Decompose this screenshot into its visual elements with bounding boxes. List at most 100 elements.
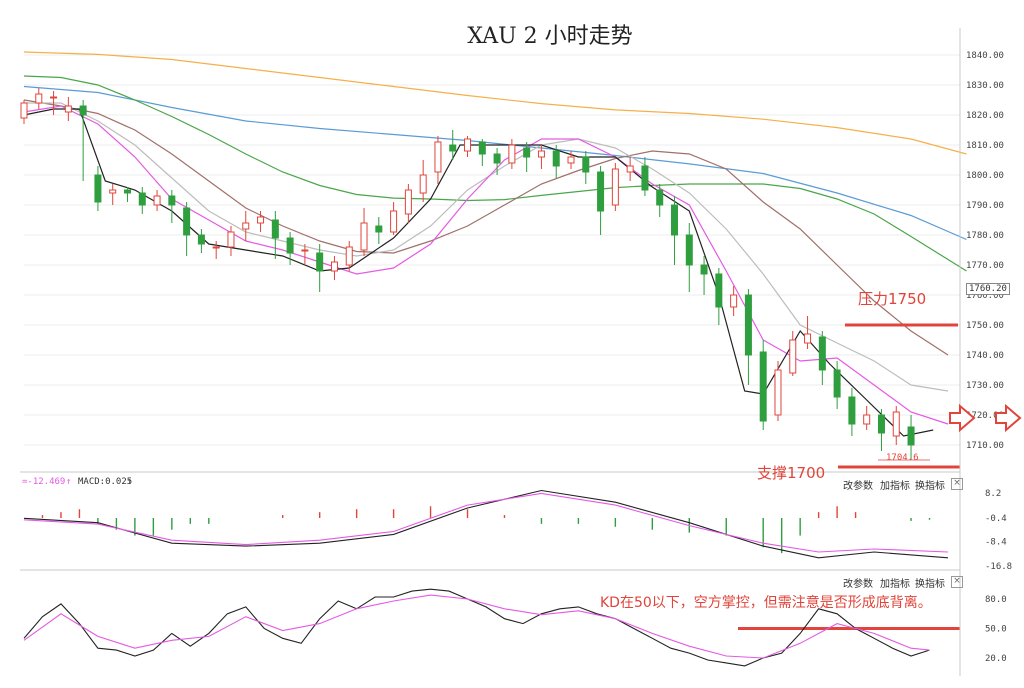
candle-body bbox=[390, 210, 398, 233]
candle-body bbox=[774, 369, 782, 416]
kd-k-line bbox=[23, 588, 930, 667]
price-tick-label: 1710.00 bbox=[966, 441, 1004, 451]
support-resistance-lines bbox=[838, 323, 960, 469]
right-arrow-icon bbox=[995, 403, 1022, 433]
candle-body bbox=[449, 144, 457, 152]
candle-body bbox=[212, 246, 220, 249]
candle-body bbox=[670, 204, 678, 236]
candle-body bbox=[168, 195, 176, 206]
macd-dif-readout: =-12.469 bbox=[22, 477, 66, 487]
candle-body bbox=[20, 102, 28, 119]
macd-edit-params-button[interactable]: 改参数 bbox=[843, 481, 873, 492]
candle-body bbox=[434, 141, 442, 173]
candle-body bbox=[419, 174, 427, 194]
macd-add-indicator-button[interactable]: 加指标 bbox=[880, 481, 910, 492]
candle-body bbox=[64, 105, 72, 113]
candle-body bbox=[715, 273, 723, 308]
price-tick-label: 1750.00 bbox=[966, 321, 1004, 331]
macd-value-readout: MACD:0.025 bbox=[78, 477, 133, 487]
price-tick-label: 1820.00 bbox=[966, 111, 1004, 121]
candle-body bbox=[109, 189, 117, 194]
candle-body bbox=[611, 168, 619, 206]
candle-body bbox=[316, 252, 324, 272]
candle-body bbox=[567, 156, 575, 164]
macd-tick-label: -16.8 bbox=[985, 562, 1012, 572]
candle-body bbox=[833, 369, 841, 398]
candle-body bbox=[227, 231, 235, 248]
ma-line-1 bbox=[23, 85, 967, 241]
candle-body bbox=[123, 189, 131, 194]
price-tick-label: 1730.00 bbox=[966, 381, 1004, 391]
chart-title: XAU 2 小时走势 bbox=[467, 24, 633, 49]
candle-body bbox=[582, 156, 590, 173]
candle-body bbox=[183, 207, 191, 236]
candle-body bbox=[537, 150, 545, 158]
candle-body bbox=[493, 153, 501, 164]
candle-body bbox=[330, 261, 338, 272]
kd-close-icon[interactable]: × bbox=[951, 576, 963, 588]
candle-body bbox=[804, 333, 812, 344]
candle-body bbox=[626, 165, 634, 173]
macd-arrow-icon: ↑ bbox=[66, 477, 72, 487]
candle-body bbox=[301, 249, 309, 252]
candle-body bbox=[892, 411, 900, 437]
price-tick-label: 1740.00 bbox=[966, 351, 1004, 361]
low-marker-label: 1704.6 bbox=[886, 453, 919, 463]
price-tick-label: 1760.00 bbox=[966, 291, 1004, 301]
price-tick-label: 1800.00 bbox=[966, 171, 1004, 181]
moving-average-lines bbox=[23, 51, 967, 437]
candle-body bbox=[730, 294, 738, 308]
macd-switch-indicator-button[interactable]: 换指标 bbox=[915, 481, 945, 492]
ma-line-6 bbox=[23, 108, 934, 437]
candle-body bbox=[700, 264, 708, 275]
candle-body bbox=[877, 414, 885, 434]
macd-dif-line bbox=[23, 489, 949, 559]
price-tick-label: 1770.00 bbox=[966, 261, 1004, 271]
price-tick-label: 1830.00 bbox=[966, 81, 1004, 91]
candlestick-series bbox=[20, 88, 915, 460]
direction-arrows bbox=[949, 403, 1022, 433]
candle-body bbox=[656, 189, 664, 206]
macd-arrow-icon-2: ↑ bbox=[127, 477, 133, 487]
kd-add-indicator-button[interactable]: 加指标 bbox=[880, 579, 910, 590]
macd-panel bbox=[23, 489, 949, 559]
candle-body bbox=[863, 414, 871, 425]
price-tick-label: 1790.00 bbox=[966, 201, 1004, 211]
ma-line-2 bbox=[23, 75, 967, 272]
candle-body bbox=[759, 351, 767, 422]
candle-body bbox=[789, 339, 797, 374]
candle-body bbox=[153, 195, 161, 206]
candle-body bbox=[286, 237, 294, 254]
candle-body bbox=[818, 336, 826, 371]
candle-body bbox=[478, 141, 486, 155]
candle-body bbox=[138, 192, 146, 206]
candle-body bbox=[375, 225, 383, 233]
current-price-label: 1760.20 bbox=[966, 283, 1010, 295]
kd-tick-label: 50.0 bbox=[985, 625, 1007, 635]
candle-body bbox=[508, 144, 516, 164]
kd-edit-params-button[interactable]: 改参数 bbox=[843, 579, 873, 590]
candle-body bbox=[641, 165, 649, 191]
price-grid bbox=[24, 54, 960, 446]
macd-tick-label: -0.4 bbox=[985, 514, 1007, 524]
candle-body bbox=[94, 174, 102, 203]
candle-body bbox=[552, 150, 560, 167]
support-label: 支撑1700 bbox=[757, 464, 826, 482]
candle-body bbox=[523, 147, 531, 158]
candle-body bbox=[907, 426, 915, 446]
kd-note: KD在50以下，空方掌控，但需注意是否形成底背离。 bbox=[600, 595, 932, 611]
macd-close-icon[interactable]: × bbox=[951, 478, 963, 490]
kd-tick-label: 20.0 bbox=[985, 654, 1007, 664]
candle-body bbox=[271, 219, 279, 239]
candle-body bbox=[597, 171, 605, 212]
candle-body bbox=[79, 105, 87, 116]
kd-panel bbox=[23, 588, 960, 667]
price-tick-label: 1720.00 bbox=[966, 411, 1004, 421]
resistance-label: 压力1750 bbox=[858, 290, 927, 308]
candle-body bbox=[257, 216, 265, 224]
ma-line-4 bbox=[24, 102, 949, 392]
kd-d-line bbox=[23, 594, 930, 659]
ma-line-3 bbox=[23, 99, 949, 356]
kd-switch-indicator-button[interactable]: 换指标 bbox=[915, 579, 945, 590]
